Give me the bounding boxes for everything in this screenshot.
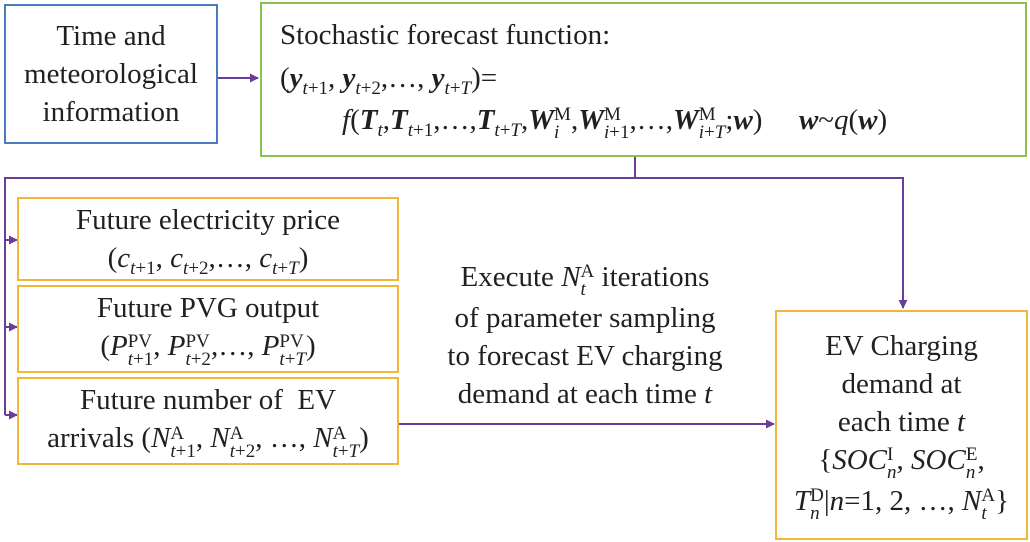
ev-arrivals-title: Future number of EV <box>79 384 337 417</box>
pvg-output-vector: (P PV t+1, P PV t+2,…, P PV t+T) <box>100 330 316 370</box>
demand-line-2: demand at <box>841 367 962 400</box>
time-line-3: information <box>42 96 180 128</box>
arrow-forecast-to-demand <box>635 177 908 309</box>
pvg-output-title: Future PVG output <box>96 292 320 325</box>
ev-arrivals-prefix: arrivals <box>47 422 135 455</box>
execute-line-2: of parameter sampling <box>454 302 716 335</box>
time-line-1: Time and <box>56 20 166 52</box>
wire-forecast-down <box>4 157 636 415</box>
time-meteorological-box: Time and meteorological information <box>4 4 218 144</box>
pvg-output-box: Future PVG output (P PV t+1, P PV t+2,…, P PV… <box>17 285 399 373</box>
electricity-price-vector: (ct+1, ct+2,…, ct+T) <box>107 242 309 279</box>
time-line-2: meteorological <box>24 58 198 90</box>
electricity-price-box: Future electricity price (ct+1, ct+2,…, … <box>17 197 399 281</box>
execute-line-3: to forecast EV charging <box>447 340 723 373</box>
stochastic-forecast-box: Stochastic forecast function: (yt+1, yt+… <box>260 2 1027 157</box>
demand-line-3: each time t <box>837 405 966 438</box>
electricity-price-title: Future electricity price <box>75 204 341 236</box>
forecast-output-vector: (yt+1, yt+2,…, yt+T)= <box>280 62 498 99</box>
execute-line-4: demand at each time t <box>457 378 713 411</box>
demand-line-1: EV Charging <box>825 329 978 362</box>
forecast-title: Stochastic forecast function: <box>280 19 611 51</box>
